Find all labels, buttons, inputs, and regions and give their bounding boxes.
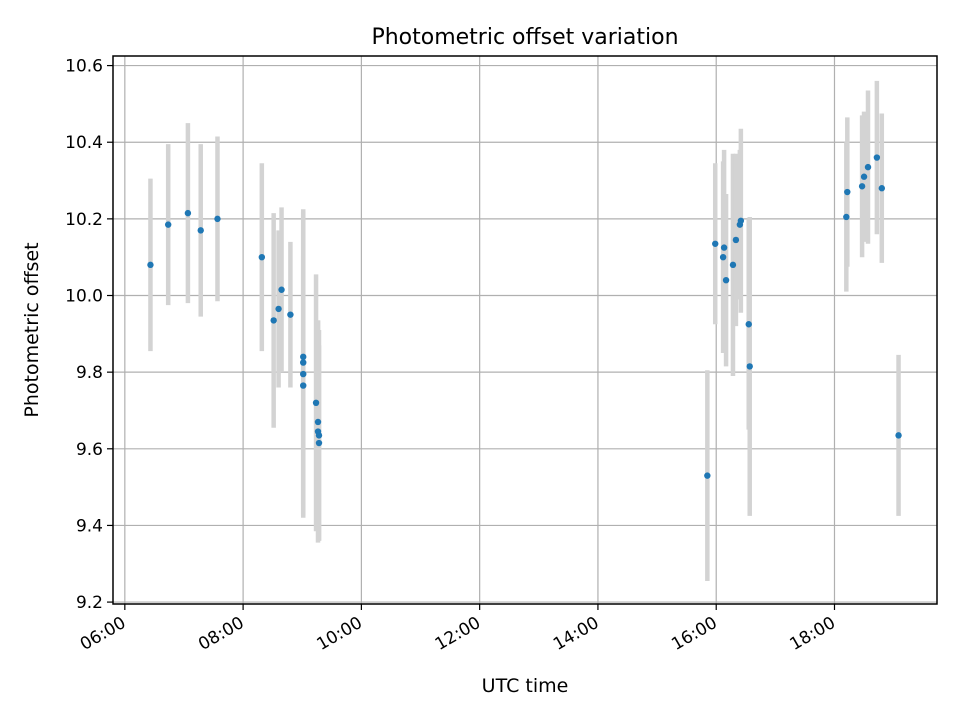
data-point <box>312 399 320 407</box>
data-point <box>184 209 192 217</box>
data-point <box>300 353 307 361</box>
data-point <box>844 188 851 196</box>
data-point <box>197 227 204 234</box>
data-point <box>712 240 719 247</box>
data-point <box>719 253 727 261</box>
data-point <box>275 305 282 313</box>
data-point <box>732 236 740 244</box>
plot-frame <box>112 55 938 605</box>
data-point <box>300 370 307 378</box>
point-layer <box>147 154 902 479</box>
data-point <box>860 173 868 180</box>
data-point <box>722 276 730 284</box>
y-tick-label: 10.2 <box>65 210 103 230</box>
data-point <box>746 363 753 370</box>
data-point <box>873 154 881 161</box>
data-point <box>729 261 737 269</box>
y-tick-label: 9.2 <box>76 593 103 613</box>
x-axis-label: UTC time <box>482 675 569 697</box>
data-point <box>270 317 277 324</box>
data-point <box>895 432 902 439</box>
data-point <box>315 439 323 447</box>
y-tick-label: 10.6 <box>65 57 103 77</box>
data-point <box>147 261 154 269</box>
data-point <box>278 286 285 293</box>
data-point <box>314 418 322 426</box>
data-point <box>214 215 221 223</box>
data-point <box>878 185 886 192</box>
data-point <box>745 321 752 328</box>
y-tick-label: 10.0 <box>65 287 103 307</box>
data-point <box>315 432 323 439</box>
grid-layer <box>113 56 937 604</box>
data-point <box>300 359 307 366</box>
data-point <box>858 183 866 190</box>
y-tick-label: 10.4 <box>65 133 103 153</box>
y-axis-label: Photometric offset <box>21 242 43 417</box>
data-point <box>704 472 711 479</box>
data-point <box>843 213 850 221</box>
data-point <box>720 244 728 251</box>
data-point <box>258 253 266 261</box>
chart-title: Photometric offset variation <box>371 25 678 50</box>
data-point <box>864 163 872 171</box>
y-tick-label: 9.4 <box>76 516 103 536</box>
data-point <box>164 221 172 228</box>
data-point <box>300 382 307 389</box>
y-tick-label: 9.8 <box>76 363 103 383</box>
data-point <box>287 311 294 318</box>
y-tick-label: 9.6 <box>76 440 103 460</box>
data-point <box>737 217 745 224</box>
